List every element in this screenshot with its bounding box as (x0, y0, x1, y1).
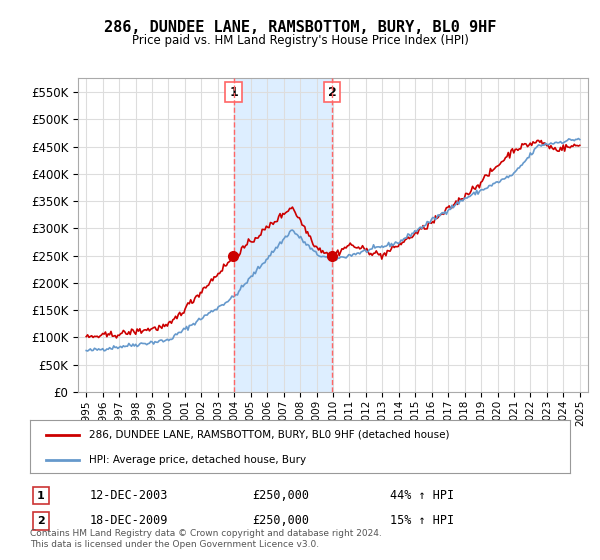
Text: £250,000: £250,000 (252, 514, 309, 528)
Text: 12-DEC-2003: 12-DEC-2003 (90, 489, 169, 502)
Text: £250,000: £250,000 (252, 489, 309, 502)
Text: 286, DUNDEE LANE, RAMSBOTTOM, BURY, BL0 9HF (detached house): 286, DUNDEE LANE, RAMSBOTTOM, BURY, BL0 … (89, 430, 450, 440)
Text: 15% ↑ HPI: 15% ↑ HPI (390, 514, 454, 528)
Text: 1: 1 (229, 86, 238, 99)
Bar (233, 78, 332, 392)
Text: 286, DUNDEE LANE, RAMSBOTTOM, BURY, BL0 9HF: 286, DUNDEE LANE, RAMSBOTTOM, BURY, BL0 … (104, 20, 496, 35)
Text: Price paid vs. HM Land Registry's House Price Index (HPI): Price paid vs. HM Land Registry's House … (131, 34, 469, 46)
Text: 2: 2 (328, 86, 337, 99)
Text: 44% ↑ HPI: 44% ↑ HPI (390, 489, 454, 502)
Text: 2: 2 (37, 516, 44, 526)
Text: 1: 1 (37, 491, 44, 501)
Text: Contains HM Land Registry data © Crown copyright and database right 2024.
This d: Contains HM Land Registry data © Crown c… (30, 529, 382, 549)
Text: 18-DEC-2009: 18-DEC-2009 (90, 514, 169, 528)
Text: HPI: Average price, detached house, Bury: HPI: Average price, detached house, Bury (89, 455, 307, 465)
